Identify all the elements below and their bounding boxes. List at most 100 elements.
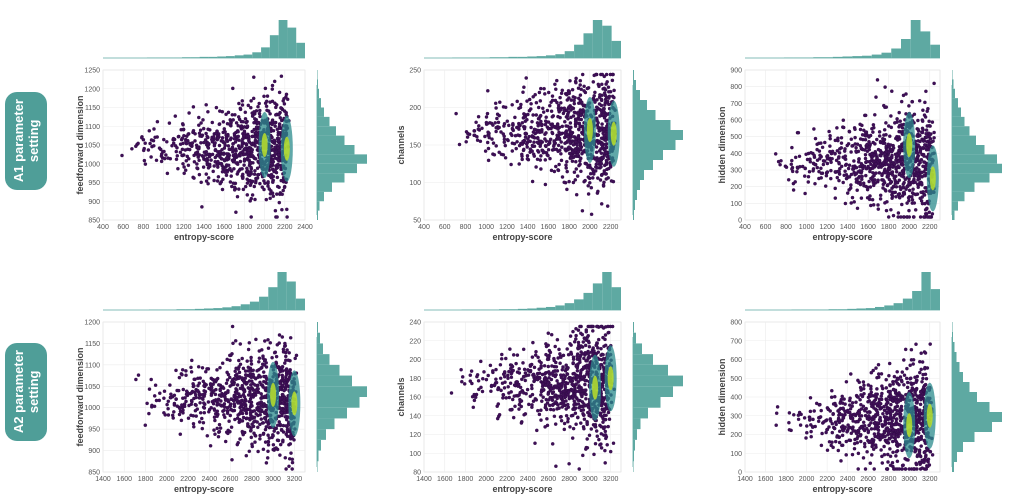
top-hist-bar [901, 39, 911, 58]
scatter-point [907, 104, 911, 108]
scatter-point [187, 157, 191, 161]
right-hist-bar [633, 450, 634, 462]
scatter-point [884, 105, 889, 109]
scatter-point [593, 422, 598, 427]
scatter-point [183, 148, 188, 152]
scatter-point [492, 153, 497, 157]
scatter-point [599, 103, 604, 108]
scatter-point [544, 407, 549, 412]
scatter-point [284, 467, 288, 471]
scatter-point [543, 158, 548, 162]
scatter-point [524, 76, 528, 80]
scatter-point [603, 113, 608, 118]
scatter-point [588, 171, 593, 176]
scatter-point [270, 83, 275, 88]
scatter-point [197, 123, 201, 127]
scatter-point [599, 346, 603, 351]
scatter-point [557, 136, 562, 141]
scatter-point [517, 382, 521, 387]
scatter-point [217, 429, 222, 434]
scatter-point [147, 411, 151, 416]
scatter-point [247, 449, 252, 454]
scatter-point [149, 138, 154, 142]
scatter-point [883, 152, 887, 156]
scatter-point [290, 435, 294, 440]
scatter-point [558, 95, 562, 100]
scatter-point [233, 339, 238, 343]
scatter-point [555, 337, 560, 342]
scatter-point [583, 343, 588, 348]
scatter-point [249, 383, 253, 387]
scatter-point [180, 368, 185, 372]
x-tick-label: 2200 [499, 476, 515, 483]
scatter-point [174, 368, 178, 373]
scatter-point [166, 399, 171, 404]
scatter-point [539, 86, 543, 91]
scatter-point [607, 90, 611, 94]
scatter-point [198, 128, 203, 132]
top-hist-bar [259, 296, 269, 310]
scatter-point [889, 114, 893, 118]
scatter-point [593, 441, 598, 446]
scatter-point [270, 135, 274, 140]
right-hist-bar [952, 191, 965, 202]
scatter-point [847, 130, 852, 134]
scatter-point [289, 451, 293, 455]
scatter-point [580, 72, 585, 77]
scatter-point [874, 95, 878, 99]
top-hist-bar [527, 56, 537, 58]
scatter-point [146, 148, 151, 152]
scatter-point [212, 178, 216, 183]
scatter-point [259, 392, 263, 396]
scatter-point [197, 131, 202, 136]
scatter-point [483, 134, 487, 139]
scatter-point [577, 467, 581, 471]
scatter-point [249, 142, 254, 146]
scatter-point [546, 153, 550, 158]
scatter-point [141, 148, 146, 153]
scatter-point [858, 122, 862, 127]
scatter-point [496, 387, 500, 392]
scatter-point [234, 161, 238, 165]
scatter-point [243, 369, 248, 373]
scatter-point [921, 108, 925, 112]
scatter-point [236, 170, 240, 174]
scatter-point [599, 446, 604, 450]
scatter-point [911, 187, 915, 191]
scatter-point [250, 422, 254, 426]
scatter-point [837, 151, 842, 155]
scatter-point [271, 148, 276, 152]
scatter-point [596, 337, 601, 342]
scatter-point [512, 394, 517, 398]
scatter-point [858, 127, 863, 132]
scatter-point [510, 149, 515, 153]
scatter-point [208, 382, 213, 387]
scatter-point [521, 90, 525, 94]
scatter-point [915, 173, 919, 178]
scatter-point [257, 360, 261, 364]
scatter-point [922, 215, 926, 219]
scatter-point [855, 188, 859, 192]
y-tick-label: 200 [730, 184, 742, 191]
scatter-point [490, 137, 494, 141]
scatter-point [172, 401, 177, 406]
top-hist-bar [602, 272, 612, 310]
scatter-point [235, 137, 240, 142]
scatter-point [206, 110, 210, 114]
scatter-point [241, 401, 246, 406]
scatter-point [264, 104, 269, 109]
density-core [929, 166, 936, 191]
scatter-point [557, 406, 561, 410]
scatter-point [222, 127, 227, 131]
scatter-point [196, 365, 201, 369]
scatter-point [277, 122, 282, 126]
scatter-point [280, 192, 284, 197]
scatter-point [162, 396, 166, 400]
scatter-point [603, 142, 608, 147]
scatter-point [275, 215, 279, 219]
scatter-point [588, 181, 592, 185]
scatter-point [176, 134, 181, 139]
scatter-point [567, 105, 571, 109]
scatter-point [612, 88, 616, 93]
scatter-point [537, 376, 542, 381]
